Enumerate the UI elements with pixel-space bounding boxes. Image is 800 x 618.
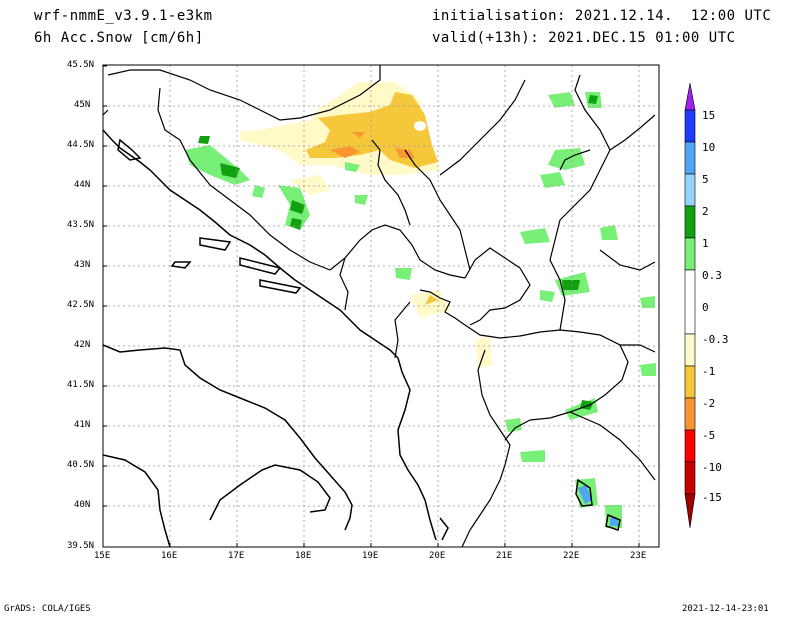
colorbar-label: 1 xyxy=(702,237,709,250)
colorbar-top-arrow xyxy=(684,82,696,111)
lat-label: 41.5N xyxy=(67,380,95,390)
lat-label: 43.5N xyxy=(67,220,95,230)
footer-timestamp: 2021-12-14-23:01 xyxy=(682,604,769,614)
colorbar-label: 15 xyxy=(702,109,716,122)
colorbar-swatch-neg5-10 xyxy=(684,429,696,463)
lon-label: 20E xyxy=(429,551,446,561)
lat-label: 39.5N xyxy=(67,541,95,551)
lat-label: 45N xyxy=(74,100,91,110)
lon-label: 15E xyxy=(94,551,111,561)
lat-label: 42.5N xyxy=(67,300,95,310)
snow-lake-white xyxy=(414,121,426,131)
gridlines xyxy=(103,65,659,547)
colorbar-label: -2 xyxy=(702,397,716,410)
lon-label: 17E xyxy=(228,551,245,561)
colorbar-swatch-0.3-1 xyxy=(684,237,696,271)
lon-label: 19E xyxy=(362,551,379,561)
snow-blue xyxy=(578,485,618,526)
lat-label: 44.5N xyxy=(67,140,95,150)
snow-heavy xyxy=(330,132,415,158)
lon-label: 22E xyxy=(563,551,580,561)
colorbar-label: -1 xyxy=(702,365,716,378)
field-title: 6h Acc.Snow [cm/6h] xyxy=(34,30,204,46)
colorbar-label: 2 xyxy=(702,205,709,218)
colorbar-label: -5 xyxy=(702,429,716,442)
lat-label: 40.5N xyxy=(67,460,95,470)
colorbar-swatch-neg0.3-1 xyxy=(684,333,696,367)
tick-marks xyxy=(102,65,640,547)
lon-label: 21E xyxy=(496,551,513,561)
colorbar-label: 0.3 xyxy=(702,269,722,282)
lon-label: 23E xyxy=(630,551,647,561)
colorbar-label: 0 xyxy=(702,301,709,314)
colorbar-label: -10 xyxy=(702,461,722,474)
lat-label: 40N xyxy=(74,500,91,510)
colorbar-swatch-neg2-5 xyxy=(684,397,696,431)
colorbar-swatch-neg1-2 xyxy=(684,365,696,399)
colorbar-label: 10 xyxy=(702,141,716,154)
lat-label: 45.5N xyxy=(67,60,95,70)
colorbar-swatch-2-5 xyxy=(684,173,696,207)
lat-label: 43N xyxy=(74,260,91,270)
coastlines xyxy=(103,129,621,547)
colorbar xyxy=(684,82,696,529)
colorbar-swatch-10-15 xyxy=(684,109,696,143)
colorbar-swatch-zero xyxy=(684,269,696,335)
colorbar-bottom-arrow xyxy=(684,493,696,529)
lat-label: 44N xyxy=(74,180,91,190)
colorbar-swatch-neg10-15 xyxy=(684,461,696,495)
colorbar-label: 5 xyxy=(702,173,709,186)
country-borders xyxy=(103,65,656,547)
footer-credit: GrADS: COLA/IGES xyxy=(4,604,91,614)
colorbar-label: -0.3 xyxy=(702,333,729,346)
colorbar-swatch-5-10 xyxy=(684,141,696,175)
map-content xyxy=(103,65,659,547)
lat-label: 42N xyxy=(74,340,91,350)
colorbar-swatch-1-2 xyxy=(684,205,696,239)
init-time: initialisation: 2021.12.14. 12:00 UTC xyxy=(432,8,772,24)
lon-label: 16E xyxy=(161,551,178,561)
model-title: wrf-nmmE_v3.9.1-e3km xyxy=(34,8,213,24)
valid-time: valid(+13h): 2021.DEC.15 01:00 UTC xyxy=(432,30,736,46)
snow-green-dark xyxy=(198,95,598,410)
colorbar-label: -15 xyxy=(702,491,722,504)
lon-label: 18E xyxy=(295,551,312,561)
lat-label: 41N xyxy=(74,420,91,430)
